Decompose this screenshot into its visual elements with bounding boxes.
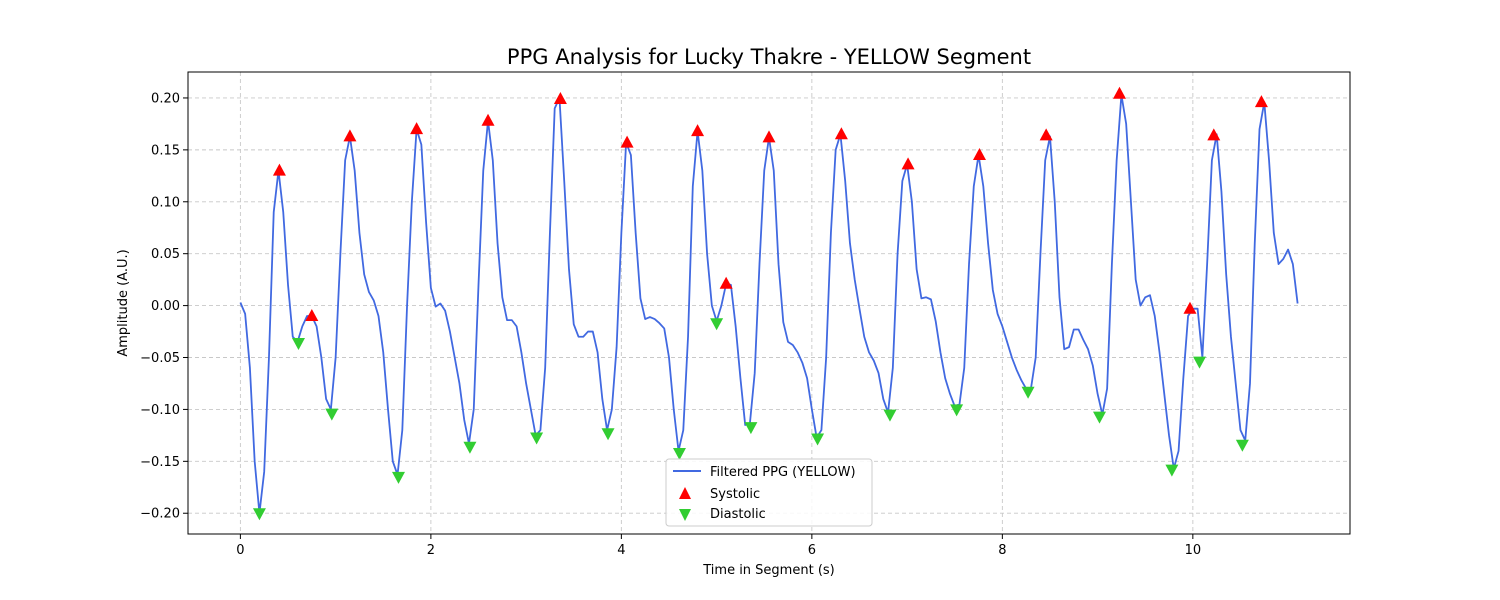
legend-systolic-marker xyxy=(679,487,691,499)
diastolic-marker xyxy=(1193,356,1207,369)
systolic-marker xyxy=(691,124,705,137)
x-tick-label: 0 xyxy=(236,543,244,558)
systolic-marker xyxy=(343,129,357,142)
y-tick-label: −0.10 xyxy=(140,403,180,418)
y-axis: −0.20 −0.15 −0.10 −0.05 0.00 0.05 0.10 0.15 0.20 xyxy=(140,91,188,522)
y-tick-label: 0.10 xyxy=(151,195,180,210)
x-tick-label: 10 xyxy=(1185,543,1202,558)
systolic-marker xyxy=(410,122,424,135)
y-tick-label: 0.00 xyxy=(151,299,180,314)
diastolic-marker xyxy=(463,441,477,454)
y-tick-label: −0.20 xyxy=(140,507,180,522)
systolic-marker xyxy=(553,91,567,104)
systolic-marker xyxy=(1039,128,1053,141)
systolic-marker xyxy=(620,135,634,148)
diastolic-marker xyxy=(672,448,686,461)
diastolic-marker xyxy=(601,428,615,441)
systolic-marker xyxy=(1207,128,1221,141)
x-tick-label: 2 xyxy=(427,543,435,558)
diastolic-marker xyxy=(883,409,897,422)
diastolic-marker xyxy=(1165,464,1179,477)
y-tick-label: 0.20 xyxy=(151,91,180,106)
plot-area xyxy=(239,86,1299,521)
diastolic-marker xyxy=(1093,411,1107,424)
diastolic-marker xyxy=(710,318,724,331)
systolic-marker xyxy=(972,148,986,161)
systolic-marker xyxy=(1254,95,1268,108)
y-tick-label: −0.15 xyxy=(140,455,180,470)
legend-label-diastolic: Diastolic xyxy=(710,507,766,522)
legend-box xyxy=(665,458,873,527)
diastolic-marker xyxy=(1021,386,1035,399)
y-tick-label: −0.05 xyxy=(140,351,180,366)
systolic-marker xyxy=(1113,86,1127,99)
diastolic-marker xyxy=(530,432,544,445)
y-axis-label: Amplitude (A.U.) xyxy=(116,249,131,356)
systolic-marker xyxy=(719,276,733,289)
diastolic-marker xyxy=(391,471,405,484)
diastolic-marker xyxy=(811,433,825,446)
legend-diastolic-marker xyxy=(679,509,691,521)
systolic-marker xyxy=(901,157,915,170)
diastolic-marker xyxy=(291,337,305,350)
systolic-marker xyxy=(481,113,495,126)
diastolic-marker xyxy=(1235,439,1249,452)
x-axis-label: Time in Segment (s) xyxy=(702,563,834,578)
diastolic-marker xyxy=(950,404,964,417)
legend-label-ppg: Filtered PPG (YELLOW) xyxy=(710,465,856,480)
chart-title: PPG Analysis for Lucky Thakre - YELLOW S… xyxy=(507,45,1031,69)
systolic-marker xyxy=(834,127,848,140)
diastolic-marker xyxy=(252,508,266,521)
y-tick-label: 0.15 xyxy=(151,143,180,158)
y-tick-label: 0.05 xyxy=(151,247,180,262)
x-tick-label: 4 xyxy=(617,543,625,558)
legend: Filtered PPG (YELLOW) Systolic Diastolic xyxy=(665,458,873,527)
x-tick-label: 8 xyxy=(998,543,1006,558)
systolic-marker xyxy=(762,130,776,143)
systolic-marker xyxy=(1183,301,1197,314)
x-tick-label: 6 xyxy=(808,543,816,558)
diastolic-marker xyxy=(744,422,758,435)
legend-label-systolic: Systolic xyxy=(710,487,760,502)
diastolic-marker xyxy=(325,408,339,421)
systolic-marker xyxy=(272,163,286,176)
plot-frame xyxy=(187,71,1351,535)
systolic-marker xyxy=(305,308,319,321)
x-axis: 0 2 4 6 8 10 xyxy=(236,534,1201,558)
